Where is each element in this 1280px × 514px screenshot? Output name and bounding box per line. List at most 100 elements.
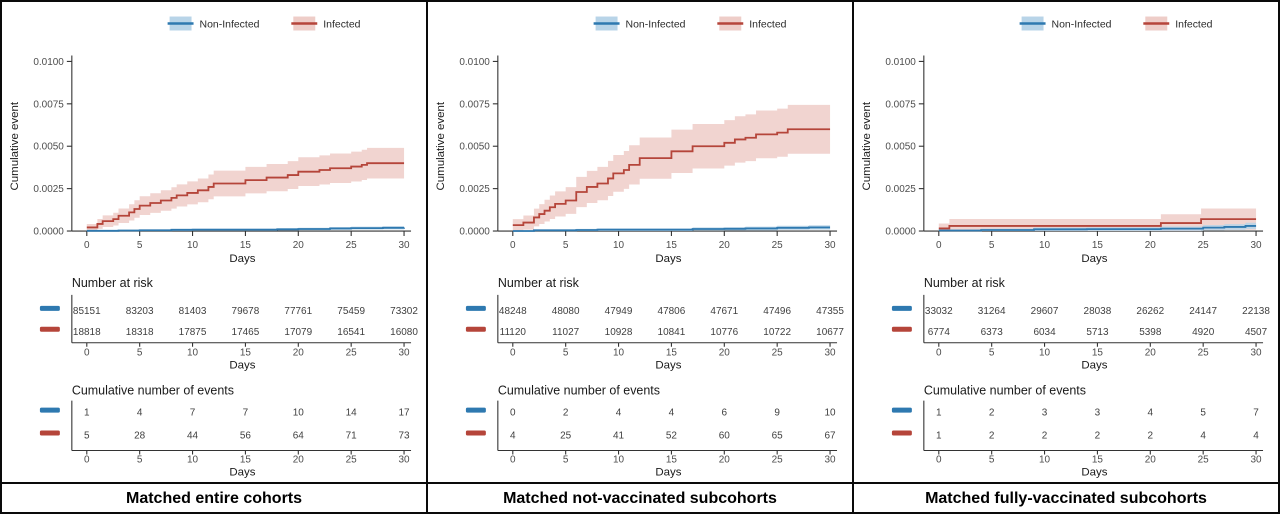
x-axis-tick-label: 20 [293,240,305,251]
y-axis-tick-label: 0.0025 [885,184,916,195]
events-table-value-non-infected: 4 [1148,408,1154,419]
events-table-value-infected: 28 [134,431,146,442]
risk-table-row-marker-non-infected [891,305,912,311]
risk-table-axis-tick-label: 25 [346,348,358,359]
risk-table-row-marker-non-infected [465,305,486,311]
events-table-value-non-infected: 3 [1095,408,1101,419]
events-table-value-infected: 67 [825,431,837,442]
survival-chart-fully-vaccinated: Non-Infected Infected 0.0000 0.0025 0.0050 0.… [861,16,1270,478]
events-table-value-infected: 4 [510,431,516,442]
risk-table-axis-tick-label: 20 [293,348,305,359]
curve-non-infected [86,226,405,232]
events-table-value-infected: 44 [187,431,199,442]
risk-table-value-infected: 6774 [928,327,951,338]
events-table-value-non-infected: 1 [936,408,942,419]
risk-table-axis-tick-label: 5 [563,348,569,359]
risk-table-axis-tick-label: 10 [1039,348,1051,359]
risk-table-value-non-infected: 29607 [1031,306,1059,317]
events-table-value-infected: 73 [399,431,411,442]
risk-table-axis-tick-label: 20 [719,348,731,359]
y-axis-tick-label: 0.0050 [33,142,64,153]
events-table-axis-tick-label: 10 [187,454,199,465]
y-axis-title: Cumulative event [435,101,447,190]
events-table-value-infected: 2 [1042,431,1048,442]
risk-table-value-non-infected: 77761 [284,306,312,317]
x-axis-tick-label: 5 [563,240,569,251]
y-axis-tick-label: 0.0075 [459,99,490,110]
survival-chart-not-vaccinated: Non-Infected Infected 0.0000 0.0025 0.0050 0.… [435,16,844,478]
legend-label-infected: Infected [1175,20,1212,31]
risk-table-value-non-infected: 81403 [179,306,207,317]
events-table-row-marker-infected [465,430,486,436]
risk-table-value-non-infected: 47355 [816,306,844,317]
risk-table-axis-tick-label: 10 [613,348,625,359]
risk-table-axis-title: Days [655,360,681,372]
events-table-axis-title: Days [655,466,681,478]
risk-table-axis-tick-label: 30 [825,348,837,359]
risk-table-value-infected: 6373 [981,327,1004,338]
risk-table-header: Number at risk [72,276,154,290]
risk-table-value-non-infected: 73302 [390,306,418,317]
events-table-value-non-infected: 17 [399,408,411,419]
events-table-value-infected: 52 [666,431,678,442]
risk-table-value-infected: 11027 [552,327,579,338]
risk-table-value-non-infected: 47671 [710,306,738,317]
events-table-axis-tick-label: 25 [772,454,784,465]
events-table-row-marker-non-infected [891,407,912,413]
x-axis-tick-label: 15 [1092,240,1104,251]
risk-table-value-infected: 10841 [658,327,686,338]
events-table-value-non-infected: 2 [563,408,569,419]
events-table-axis-tick-label: 20 [293,454,305,465]
risk-table-value-infected: 10928 [605,327,633,338]
x-axis-tick-label: 20 [719,240,731,251]
events-table-value-non-infected: 4 [669,408,675,419]
risk-table-axis-tick-label: 5 [137,348,143,359]
events-table-value-infected: 25 [560,431,572,442]
events-table-axis-tick-label: 10 [1039,454,1051,465]
events-table-value-non-infected: 7 [1253,408,1259,419]
y-axis-tick-label: 0.0100 [459,57,490,68]
y-axis-title: Cumulative event [9,101,21,190]
x-axis-tick-label: 10 [1039,240,1051,251]
events-table-value-infected: 2 [989,431,995,442]
risk-table-value-infected: 17079 [284,327,312,338]
x-axis-tick-label: 0 [510,240,516,251]
panel-matched-not-vaccinated: Non-Infected Infected 0.0000 0.0025 0.0050 0.… [428,2,854,482]
events-table-axis-tick-label: 30 [1251,454,1263,465]
events-table-value-non-infected: 10 [825,408,837,419]
events-table-value-infected: 71 [346,431,358,442]
survival-chart-entire-cohorts: Non-Infected Infected 0.0000 0.0025 0.0050 0.… [9,16,418,478]
risk-table-axis-title: Days [229,360,255,372]
risk-table-value-non-infected: 79678 [232,306,260,317]
risk-table-axis-tick-label: 25 [1198,348,1210,359]
events-table-value-non-infected: 5 [1200,408,1206,419]
events-table-value-non-infected: 2 [989,408,995,419]
panel-title-entire-cohorts: Matched entire cohorts [2,484,428,512]
events-table-row-marker-infected [891,430,912,436]
risk-table-row-marker-infected [39,326,60,332]
events-table-axis-tick-label: 20 [719,454,731,465]
risk-table-value-non-infected: 47806 [658,306,686,317]
panel-matched-fully-vaccinated: Non-Infected Infected 0.0000 0.0025 0.0050 0.… [854,2,1278,482]
risk-table-value-non-infected: 26262 [1136,306,1164,317]
events-table-axis-tick-label: 15 [240,454,252,465]
events-table-value-infected: 4 [1253,431,1259,442]
curve-non-infected [512,226,831,232]
curve-infected [512,128,831,227]
y-axis-title: Cumulative event [861,101,873,190]
risk-table-header: Number at risk [498,276,580,290]
legend-label-non-infected: Non-Infected [1052,20,1112,31]
events-table-axis-tick-label: 0 [936,454,942,465]
risk-table-axis-tick-label: 15 [1092,348,1104,359]
events-table-value-non-infected: 0 [510,408,516,419]
risk-table-axis-tick-label: 30 [399,348,411,359]
risk-table-value-infected: 11120 [500,327,527,338]
risk-table-axis-tick-label: 0 [936,348,942,359]
events-table-axis-tick-label: 5 [137,454,143,465]
risk-table-value-non-infected: 83203 [126,306,154,317]
x-axis-tick-label: 10 [187,240,199,251]
risk-table-value-infected: 16080 [390,327,418,338]
events-table-header: Cumulative number of events [498,384,660,398]
x-axis-tick-label: 30 [1251,240,1263,251]
